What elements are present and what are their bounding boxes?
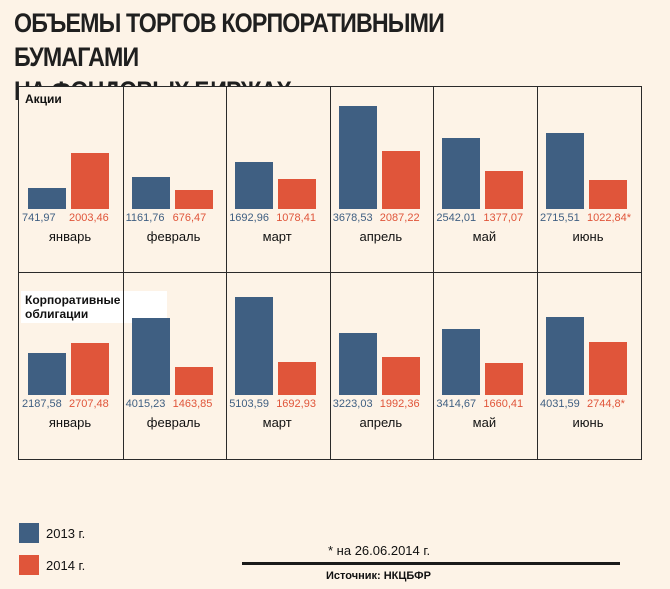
bonds-value-label-2014-2: 1692,93 bbox=[276, 398, 316, 410]
bonds-bar-2013-2 bbox=[235, 296, 274, 395]
bonds-panel: Корпоративные облигации 2187,58 2707,48 ян… bbox=[18, 272, 642, 460]
stocks-value-label-2013-2: 1692,96 bbox=[229, 212, 269, 224]
bonds-value-label-2013-4: 3414,67 bbox=[436, 398, 477, 410]
stocks-value-label-2013-4: 2542,01 bbox=[436, 212, 477, 224]
stocks-value-label-2014-4: 1377,07 bbox=[483, 212, 524, 224]
stocks-month-label-2: март bbox=[262, 229, 292, 244]
bonds-bar-2013-1 bbox=[131, 317, 170, 395]
stocks-value-label-2013-1: 1161,76 bbox=[125, 212, 165, 224]
stocks-month-label-5: июнь bbox=[572, 229, 604, 244]
column-divider bbox=[226, 273, 228, 459]
column-divider bbox=[226, 87, 228, 273]
column-divider bbox=[122, 87, 124, 273]
stocks-bar-2013-0 bbox=[28, 188, 66, 209]
stocks-bar-2013-4 bbox=[442, 138, 481, 209]
stocks-value-label-2014-5: 1022,84* bbox=[587, 212, 632, 224]
bonds-month-label-1: февраль bbox=[146, 415, 201, 430]
stocks-month-label-1: февраль bbox=[146, 229, 201, 244]
bonds-month-label-4: май bbox=[472, 415, 497, 430]
stocks-bar-2014-2 bbox=[278, 178, 317, 209]
bonds-value-label-2013-1: 4015,23 bbox=[125, 398, 166, 410]
bonds-month-label-0: январь bbox=[48, 415, 92, 430]
legend-swatch-2013 bbox=[19, 523, 39, 543]
bonds-bar-2013-3 bbox=[338, 332, 377, 395]
source-text: Источник: НКЦБФР bbox=[326, 570, 431, 582]
bonds-value-label-2013-0: 2187,58 bbox=[22, 398, 62, 410]
stocks-bar-2014-4 bbox=[485, 170, 524, 209]
column-divider bbox=[329, 273, 331, 459]
footnote: * на 26.06.2014 г. bbox=[328, 543, 431, 558]
bonds-value-label-2014-4: 1660,41 bbox=[483, 398, 524, 410]
stocks-value-label-2013-3: 3678,53 bbox=[332, 212, 373, 224]
column-divider bbox=[433, 273, 435, 459]
stocks-bar-2013-3 bbox=[338, 106, 377, 209]
bonds-month-label-5: июнь bbox=[572, 415, 604, 430]
bonds-value-label-2013-2: 5103,59 bbox=[229, 398, 269, 410]
legend-swatch-2014 bbox=[19, 555, 39, 575]
column-divider bbox=[537, 87, 538, 273]
column-divider bbox=[433, 87, 435, 273]
bonds-bar-2013-5 bbox=[546, 317, 584, 395]
bonds-value-label-2014-3: 1992,36 bbox=[379, 398, 420, 410]
column-divider bbox=[537, 273, 538, 459]
stocks-month-label-0: январь bbox=[48, 229, 92, 244]
stocks-month-label-3: апрель bbox=[359, 229, 403, 244]
bonds-value-label-2013-3: 3223,03 bbox=[332, 398, 373, 410]
bonds-value-label-2014-1: 1463,85 bbox=[172, 398, 213, 410]
bonds-value-label-2014-0: 2707,48 bbox=[69, 398, 109, 410]
stocks-month-label-4: май bbox=[472, 229, 497, 244]
stocks-bar-2014-1 bbox=[174, 190, 213, 209]
column-divider bbox=[122, 273, 124, 459]
bonds-value-label-2014-5: 2744,8* bbox=[587, 398, 625, 410]
bonds-label-line-1: Корпоративные bbox=[25, 293, 121, 307]
stocks-bar-2014-5 bbox=[589, 180, 627, 209]
stocks-bar-2013-2 bbox=[235, 161, 274, 209]
stocks-value-label-2014-1: 676,47 bbox=[172, 212, 207, 224]
bonds-bar-2014-1 bbox=[174, 366, 213, 395]
stocks-bar-2013-5 bbox=[546, 133, 584, 209]
bonds-label-line-2: облигации bbox=[25, 307, 89, 321]
bonds-month-label-2: март bbox=[262, 415, 292, 430]
stocks-bar-2013-1 bbox=[131, 176, 170, 209]
stocks-bar-2014-0 bbox=[71, 153, 109, 209]
stocks-value-label-2014-0: 2003,46 bbox=[69, 212, 109, 224]
bonds-bar-2014-2 bbox=[278, 362, 317, 395]
legend-label-2013: 2013 г. bbox=[46, 526, 86, 541]
stocks-bar-2014-3 bbox=[381, 150, 420, 209]
bonds-bar-2014-5 bbox=[589, 342, 627, 395]
stocks-value-label-2013-5: 2715,51 bbox=[540, 212, 580, 224]
bonds-month-label-3: апрель bbox=[359, 415, 403, 430]
source-rule bbox=[242, 562, 620, 565]
stocks-panel-label: Акции bbox=[25, 92, 62, 106]
chart-title-line-1: ОБЪЕМЫ ТОРГОВ КОРПОРАТИВНЫМИ БУМАГАМИ bbox=[14, 8, 445, 72]
stocks-value-label-2013-0: 741,97 bbox=[22, 212, 56, 224]
bonds-bar-2013-4 bbox=[442, 329, 481, 395]
bonds-bar-2014-4 bbox=[485, 362, 524, 395]
bonds-bar-2014-0 bbox=[71, 342, 109, 395]
bonds-bar-2013-0 bbox=[28, 352, 66, 395]
stocks-value-label-2014-2: 1078,41 bbox=[276, 212, 316, 224]
column-divider bbox=[329, 87, 331, 273]
bonds-bar-2014-3 bbox=[381, 356, 420, 395]
legend-label-2014: 2014 г. bbox=[46, 558, 86, 573]
stocks-value-label-2014-3: 2087,22 bbox=[379, 212, 420, 224]
stocks-panel: Акции 741,97 2003,46 январь 1161,76 676,47 фе… bbox=[18, 86, 642, 274]
bonds-value-label-2013-5: 4031,59 bbox=[540, 398, 580, 410]
